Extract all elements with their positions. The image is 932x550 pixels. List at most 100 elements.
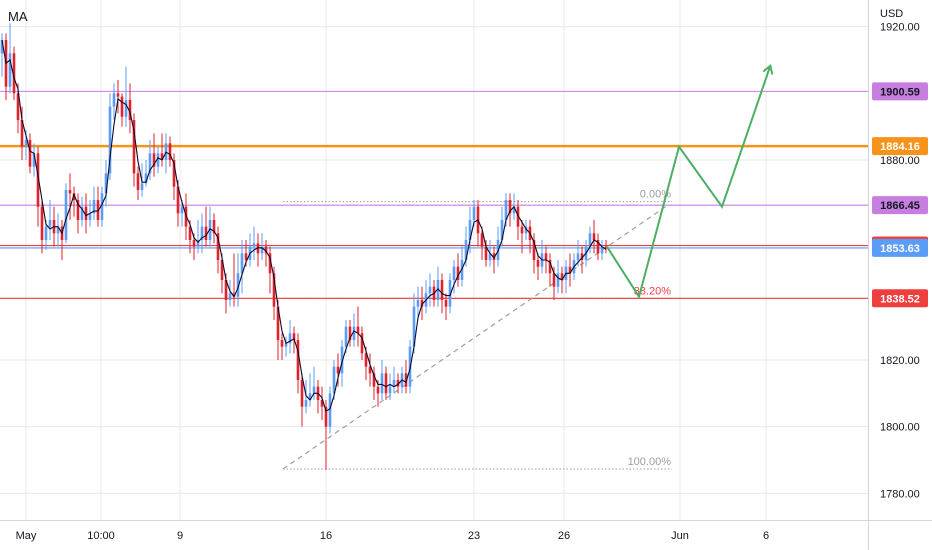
candle-body (0, 40, 4, 54)
candle-body (296, 340, 300, 380)
candle-body (428, 286, 432, 294)
candle-body (244, 253, 248, 260)
candle-body (368, 366, 372, 374)
time-axis: May 10:00 9 16 23 26 Jun 6 (16, 530, 769, 542)
candle-body (76, 200, 80, 220)
candle-body (72, 193, 76, 200)
candle-body (348, 326, 352, 340)
candle-body (360, 333, 364, 354)
candle-body (132, 120, 136, 174)
candle-body (136, 173, 140, 190)
fib-level-label: 100.00% (628, 456, 672, 468)
moving-average-line (1, 39, 607, 412)
candle-body (392, 380, 396, 387)
candle-body (568, 266, 572, 274)
trendline (282, 204, 669, 470)
candle-body (444, 300, 448, 307)
candle-body (364, 353, 368, 367)
candle-body (264, 246, 268, 254)
candle-body (404, 373, 408, 387)
candle-body (196, 240, 200, 247)
candle-body (108, 106, 112, 174)
candle-body (128, 100, 132, 120)
time-tick-label: Jun (671, 530, 689, 542)
time-tick-label: 26 (558, 530, 570, 542)
candle-body (524, 226, 528, 234)
fib-level-label: 38.20% (634, 285, 672, 297)
candle-body (592, 233, 596, 240)
candle-body (252, 243, 256, 247)
candle-body (372, 373, 376, 387)
candle-body (488, 253, 492, 260)
candle-body (456, 266, 460, 280)
price-tick-label: 1780.00 (880, 488, 920, 500)
candle-body (188, 226, 192, 240)
candle-body (44, 226, 48, 240)
candle-body (308, 393, 312, 400)
candle-body (416, 300, 420, 307)
candle-body (580, 253, 584, 260)
candle-body (16, 93, 20, 120)
candle-body (376, 386, 380, 394)
candle-body (276, 306, 280, 340)
time-tick-label: 10:00 (87, 530, 115, 542)
candle-body (332, 366, 336, 394)
candle-body (40, 206, 44, 240)
candle-body (280, 340, 284, 347)
candle-body (192, 240, 196, 247)
price-tick-label: 1800.00 (880, 422, 920, 434)
level-1866-badge (872, 196, 928, 215)
level-1900-badge-label: 1900.59 (880, 86, 920, 98)
candle-body (220, 260, 224, 280)
candle-body (300, 380, 304, 407)
candle-body (460, 260, 464, 280)
candle-body (436, 280, 440, 300)
candle-body (56, 226, 60, 234)
candle-body (32, 153, 36, 167)
candle-body (88, 213, 92, 220)
candle-body (120, 96, 124, 117)
price-tick-label: 1820.00 (880, 355, 920, 367)
fib-level-label: 0.00% (640, 189, 671, 201)
candle-body (160, 153, 164, 160)
candle-body (24, 140, 28, 147)
candle-body (96, 200, 100, 220)
candle-body (152, 153, 156, 167)
candle-body (180, 206, 184, 214)
candle-body (484, 246, 488, 260)
candle-body (504, 200, 508, 220)
grid (0, 0, 868, 520)
level-1853-badge-label: 1853.63 (880, 243, 920, 255)
candle-body (228, 293, 232, 300)
candle-body (328, 393, 332, 427)
candle-body (356, 326, 360, 334)
candle-body (596, 240, 600, 254)
candle-body (168, 143, 172, 160)
candle-body (204, 226, 208, 240)
candle-body (492, 253, 496, 260)
projection-path (606, 67, 770, 300)
price-tick-label: 1920.00 (880, 22, 920, 34)
candle-body (512, 206, 516, 214)
candle-body (440, 280, 444, 300)
candle-body (80, 206, 84, 220)
candle-body (236, 273, 240, 297)
candle-body (84, 206, 88, 220)
candle-body (480, 233, 484, 247)
candle-body (532, 240, 536, 260)
price-tick-label: 1880.00 (880, 155, 920, 167)
candle-body (412, 306, 416, 347)
level-1838-badge (872, 289, 928, 308)
candle-body (260, 246, 264, 254)
candle-body (288, 333, 292, 344)
indicator-label[interactable]: MA (8, 9, 28, 24)
candle-body (100, 193, 104, 220)
candle-body (12, 53, 16, 94)
candle-body (200, 226, 204, 240)
candle-body (536, 260, 540, 267)
candle-body (560, 273, 564, 280)
candle-body (272, 273, 276, 307)
level-lines (0, 90, 868, 299)
